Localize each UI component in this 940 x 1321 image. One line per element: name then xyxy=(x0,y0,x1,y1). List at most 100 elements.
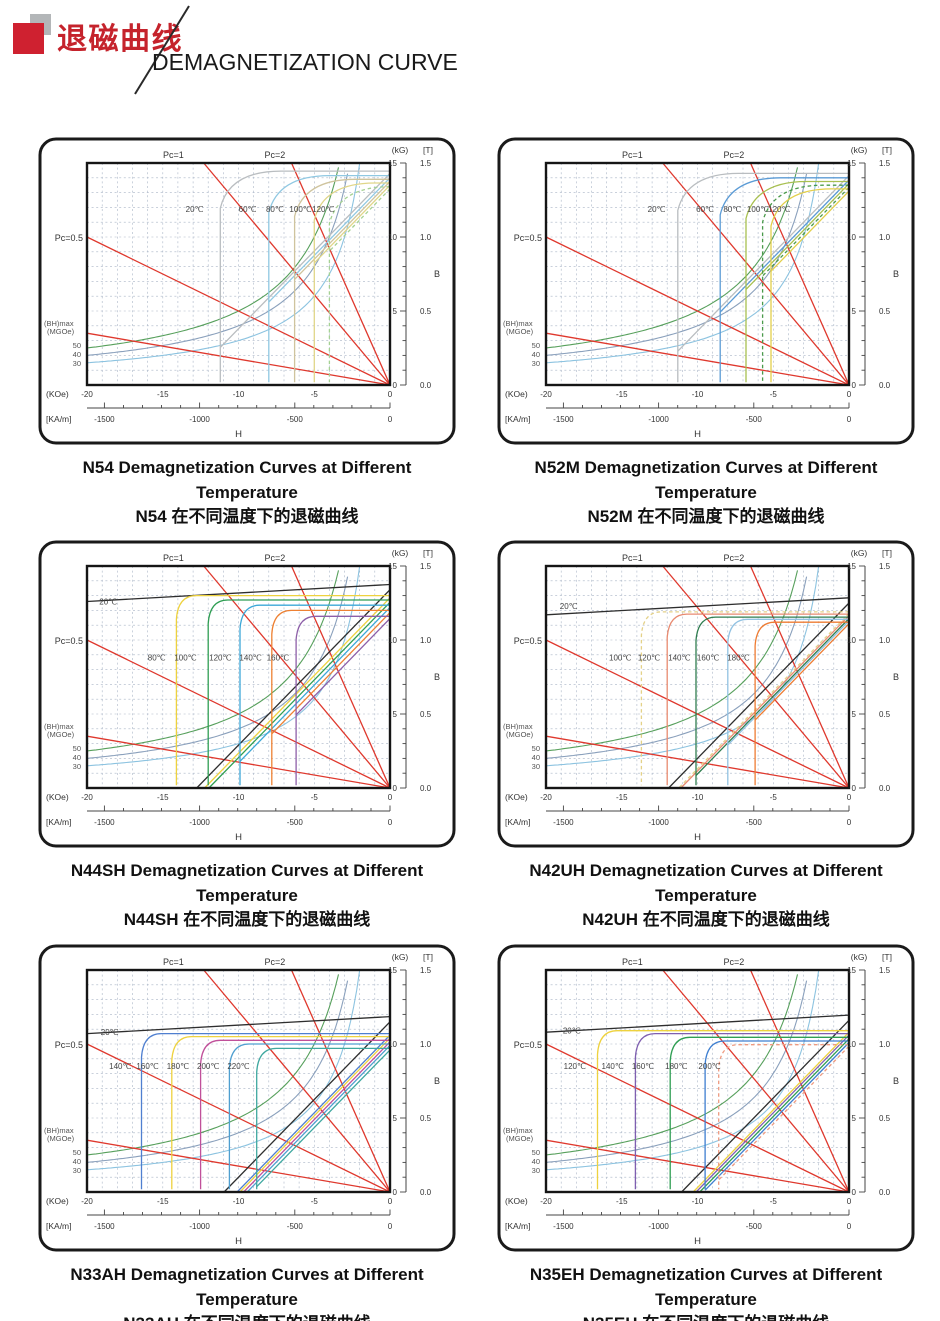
svg-text:Pc=0.5: Pc=0.5 xyxy=(514,636,542,646)
svg-text:140℃: 140℃ xyxy=(668,654,690,663)
chart-cell-n42uh: Pc=2 Pc=1 Pc=0.5 20℃ 100℃ 120℃ 140℃ 160℃ 180℃ 15 1… xyxy=(497,540,915,933)
chart-cell-n44sh: Pc=2 Pc=1 Pc=0.5 20℃ 80℃ 100℃ 120℃ 140℃ 160℃ 15 10… xyxy=(38,540,456,933)
svg-text:0: 0 xyxy=(388,1222,393,1231)
svg-text:[T]: [T] xyxy=(423,145,433,155)
svg-text:0: 0 xyxy=(393,1188,398,1197)
svg-text:-20: -20 xyxy=(540,390,552,399)
chart-n44sh: Pc=2 Pc=1 Pc=0.5 20℃ 80℃ 100℃ 120℃ 140℃ 160℃ 15 10… xyxy=(38,540,456,848)
page-title-en: DEMAGNETIZATION CURVE xyxy=(152,49,458,75)
svg-text:Pc=0.5: Pc=0.5 xyxy=(55,1040,83,1050)
svg-text:0: 0 xyxy=(847,1197,852,1206)
svg-text:B: B xyxy=(893,672,899,682)
svg-text:-15: -15 xyxy=(157,390,169,399)
header-red-square xyxy=(13,23,44,54)
svg-text:1.5: 1.5 xyxy=(879,966,891,975)
svg-text:[T]: [T] xyxy=(423,952,433,962)
svg-text:0.5: 0.5 xyxy=(420,710,432,719)
svg-text:160℃: 160℃ xyxy=(267,654,289,663)
svg-text:(MGOe): (MGOe) xyxy=(506,730,534,739)
svg-text:15: 15 xyxy=(847,159,856,168)
svg-text:0.5: 0.5 xyxy=(879,307,891,316)
svg-text:120℃: 120℃ xyxy=(564,1062,586,1071)
svg-text:140℃: 140℃ xyxy=(109,1062,131,1071)
chart-n52m: Pc=2Pc=1Pc=0.520℃ 60℃ 80℃ 100℃120℃1510501.5… xyxy=(497,137,915,445)
svg-text:-10: -10 xyxy=(233,1197,245,1206)
svg-text:5: 5 xyxy=(393,307,398,316)
svg-text:-15: -15 xyxy=(616,793,628,802)
svg-text:(kG): (kG) xyxy=(851,952,868,962)
caption-cn: N35EH 在不同温度下的退磁曲线 xyxy=(497,1312,915,1321)
svg-text:(KOe): (KOe) xyxy=(505,1196,528,1206)
svg-text:-5: -5 xyxy=(770,390,778,399)
svg-text:0: 0 xyxy=(393,381,398,390)
caption-cn: N52M 在不同温度下的退磁曲线 xyxy=(587,507,825,527)
svg-text:0: 0 xyxy=(388,1197,393,1206)
svg-text:-5: -5 xyxy=(311,793,319,802)
svg-text:Pc=0.5: Pc=0.5 xyxy=(55,233,83,243)
caption-cn: N42UH 在不同温度下的退磁曲线 xyxy=(582,910,830,930)
svg-text:40: 40 xyxy=(73,350,81,359)
svg-text:200℃: 200℃ xyxy=(197,1062,219,1071)
chart-caption-n35eh: N35EH Demagnetization Curves at Differen… xyxy=(497,1263,915,1321)
svg-text:Pc=1: Pc=1 xyxy=(622,957,643,967)
svg-text:(MGOe): (MGOe) xyxy=(47,327,75,336)
svg-text:100℃: 100℃ xyxy=(289,205,311,214)
caption-cn: N33AH 在不同温度下的退磁曲线 xyxy=(38,1312,456,1321)
svg-text:30: 30 xyxy=(73,1166,81,1175)
svg-text:5: 5 xyxy=(393,1114,398,1123)
svg-text:10: 10 xyxy=(388,233,397,242)
svg-text:-1500: -1500 xyxy=(94,818,115,827)
svg-text:40: 40 xyxy=(532,350,540,359)
svg-text:15: 15 xyxy=(847,966,856,975)
svg-text:(kG): (kG) xyxy=(392,145,409,155)
svg-text:10: 10 xyxy=(847,1040,856,1049)
svg-text:30: 30 xyxy=(532,359,540,368)
svg-text:180℃: 180℃ xyxy=(665,1062,687,1071)
svg-text:30: 30 xyxy=(73,359,81,368)
svg-text:30: 30 xyxy=(73,762,81,771)
svg-text:-10: -10 xyxy=(233,390,245,399)
svg-text:50: 50 xyxy=(532,744,540,753)
svg-text:H: H xyxy=(694,429,701,440)
svg-text:0: 0 xyxy=(847,415,852,424)
svg-text:-500: -500 xyxy=(746,415,763,424)
svg-text:[KA/m]: [KA/m] xyxy=(46,1221,72,1231)
svg-text:(BH)max: (BH)max xyxy=(503,319,533,328)
svg-text:10: 10 xyxy=(847,233,856,242)
svg-text:[T]: [T] xyxy=(882,952,892,962)
chart-caption-n52m: N52M Demagnetization Curves at Different… xyxy=(497,456,915,530)
svg-text:(BH)max: (BH)max xyxy=(44,319,74,328)
svg-text:120℃: 120℃ xyxy=(768,205,790,214)
svg-text:B: B xyxy=(434,1076,440,1086)
svg-text:160℃: 160℃ xyxy=(697,654,719,663)
caption-en: N33AH Demagnetization Curves at Differen… xyxy=(70,1265,424,1309)
svg-text:50: 50 xyxy=(532,1148,540,1157)
svg-text:50: 50 xyxy=(73,744,81,753)
chart-n42uh: Pc=2 Pc=1 Pc=0.5 20℃ 100℃ 120℃ 140℃ 160℃ 180℃ 15 1… xyxy=(497,540,915,848)
svg-text:20℃: 20℃ xyxy=(186,205,204,214)
svg-text:(MGOe): (MGOe) xyxy=(506,1134,534,1143)
svg-text:-10: -10 xyxy=(692,1197,704,1206)
svg-text:(KOe): (KOe) xyxy=(46,792,69,802)
svg-text:0.5: 0.5 xyxy=(879,710,891,719)
svg-text:0.5: 0.5 xyxy=(879,1114,891,1123)
caption-en: N35EH Demagnetization Curves at Differen… xyxy=(529,1265,883,1309)
svg-text:Pc=1: Pc=1 xyxy=(163,150,184,160)
svg-text:Pc=2: Pc=2 xyxy=(724,150,745,160)
svg-text:-10: -10 xyxy=(692,793,704,802)
svg-text:20℃: 20℃ xyxy=(560,602,578,611)
svg-text:20℃: 20℃ xyxy=(101,1028,119,1037)
svg-text:0.0: 0.0 xyxy=(879,1188,891,1197)
svg-text:15: 15 xyxy=(847,562,856,571)
svg-text:30: 30 xyxy=(532,762,540,771)
chart-n54: Pc=2Pc=1Pc=0.520℃ 60℃ 80℃ 100℃ 120℃1510501.5… xyxy=(38,137,456,445)
svg-text:0.0: 0.0 xyxy=(879,381,891,390)
svg-text:(BH)max: (BH)max xyxy=(44,1126,74,1135)
svg-text:-500: -500 xyxy=(746,818,763,827)
svg-text:0: 0 xyxy=(847,818,852,827)
svg-text:Pc=1: Pc=1 xyxy=(163,553,184,563)
svg-text:0: 0 xyxy=(388,390,393,399)
svg-text:(KOe): (KOe) xyxy=(505,792,528,802)
svg-text:5: 5 xyxy=(852,1114,857,1123)
svg-text:[KA/m]: [KA/m] xyxy=(505,817,531,827)
